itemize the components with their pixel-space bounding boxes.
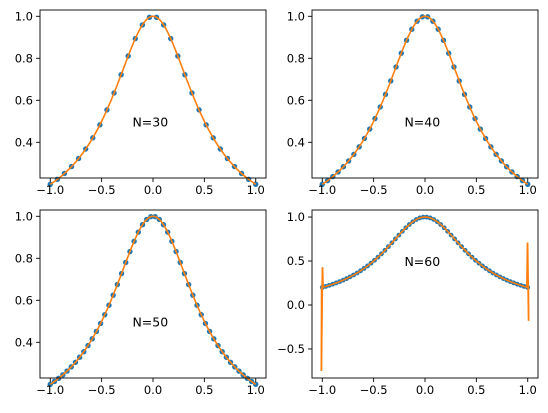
x-tick-label: −0.5 <box>360 183 388 197</box>
subplot-2: −1.0 −0.5 0.0 0.5 1.0 0.4 0.6 0.8 1.0 N=40 <box>287 9 539 197</box>
y-tick-label: 1.0 <box>287 210 305 224</box>
y-tick-label: 0.8 <box>15 251 33 265</box>
data-points <box>47 213 259 387</box>
y-tick-label: 1.0 <box>15 9 33 23</box>
y-tick-label: 0.0 <box>287 298 305 312</box>
x-tick-label: 0.5 <box>467 183 485 197</box>
x-tick-label: 1.0 <box>247 183 265 197</box>
x-tick-label: −1.0 <box>36 383 64 397</box>
x-tick-label: 0.5 <box>195 183 213 197</box>
x-tick-label: −1.0 <box>308 183 336 197</box>
subplot-1: −1.0 −0.5 0.0 0.5 1.0 0.4 0.6 0.8 1.0 N=30 <box>15 9 267 197</box>
x-tick-label: −0.5 <box>360 383 388 397</box>
subplot-4: −1.0 −0.5 0.0 0.5 1.0 −0.5 0.0 0.5 1.0 N=60 <box>277 209 539 397</box>
edge-oscillation-left <box>320 267 324 371</box>
x-axis: −1.0 −0.5 0.0 0.5 1.0 <box>36 178 265 197</box>
x-tick-label: −0.5 <box>88 383 116 397</box>
x-tick-label: 1.0 <box>247 383 265 397</box>
y-tick-label: 0.4 <box>15 135 33 149</box>
axes-frame <box>39 9 267 179</box>
y-axis: 0.4 0.6 0.8 1.0 <box>15 209 40 349</box>
x-tick-label: −0.5 <box>88 183 116 197</box>
x-tick-label: 0.0 <box>144 183 162 197</box>
x-tick-label: 1.0 <box>519 183 537 197</box>
y-tick-label: 1.0 <box>15 209 33 223</box>
interpolation-line <box>49 215 257 385</box>
x-tick-label: 0.0 <box>416 183 434 197</box>
y-tick-label: 0.8 <box>287 51 305 65</box>
y-tick-label: −0.5 <box>277 342 305 356</box>
y-tick-label: 0.4 <box>15 335 33 349</box>
axes-frame <box>39 209 267 379</box>
annotation-label: N=50 <box>132 314 168 329</box>
axes-frame <box>311 9 539 179</box>
interpolation-line <box>321 15 529 185</box>
data-points <box>319 214 531 290</box>
x-tick-label: 0.5 <box>195 383 213 397</box>
y-tick-label: 0.4 <box>287 135 305 149</box>
x-tick-label: 1.0 <box>519 383 537 397</box>
x-tick-label: 0.0 <box>144 383 162 397</box>
y-tick-label: 1.0 <box>287 9 305 23</box>
axes-frame <box>311 209 539 379</box>
y-tick-label: 0.6 <box>15 293 33 307</box>
x-tick-label: −1.0 <box>308 383 336 397</box>
x-tick-label: 0.5 <box>467 383 485 397</box>
data-points <box>319 14 531 187</box>
interpolation-line <box>49 15 257 185</box>
x-tick-label: −1.0 <box>36 183 64 197</box>
y-axis: 0.4 0.6 0.8 1.0 <box>287 9 312 149</box>
x-tick-label: 0.0 <box>416 383 434 397</box>
annotation-label: N=60 <box>404 254 440 269</box>
x-axis: −1.0 −0.5 0.0 0.5 1.0 <box>308 178 537 197</box>
y-tick-label: 0.6 <box>287 93 305 107</box>
interpolation-line <box>322 216 528 289</box>
x-axis: −1.0 −0.5 0.0 0.5 1.0 <box>308 378 537 397</box>
y-tick-label: 0.8 <box>15 51 33 65</box>
subplot-3: −1.0 −0.5 0.0 0.5 1.0 0.4 0.6 0.8 1.0 N=50 <box>15 209 267 397</box>
data-points <box>47 14 259 187</box>
y-axis: 0.4 0.6 0.8 1.0 <box>15 9 40 149</box>
x-axis: −1.0 −0.5 0.0 0.5 1.0 <box>36 378 265 397</box>
y-axis: −0.5 0.0 0.5 1.0 <box>277 210 312 356</box>
y-tick-label: 0.5 <box>287 254 305 268</box>
annotation-label: N=40 <box>404 114 440 129</box>
annotation-label: N=30 <box>132 114 168 129</box>
edge-oscillation-right <box>526 242 530 321</box>
y-tick-label: 0.6 <box>15 93 33 107</box>
